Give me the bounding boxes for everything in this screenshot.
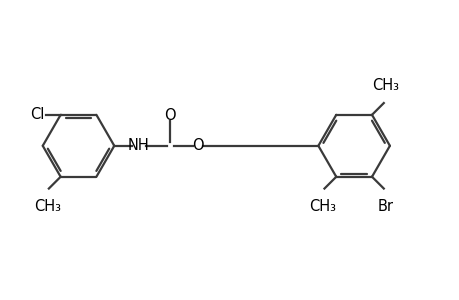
Text: Cl: Cl [30, 107, 45, 122]
Text: O: O [164, 108, 176, 123]
Text: CH₃: CH₃ [34, 199, 61, 214]
Text: CH₃: CH₃ [308, 199, 336, 214]
Text: NH: NH [128, 138, 149, 153]
Text: CH₃: CH₃ [371, 78, 398, 93]
Text: O: O [191, 138, 203, 153]
Text: Br: Br [377, 199, 392, 214]
